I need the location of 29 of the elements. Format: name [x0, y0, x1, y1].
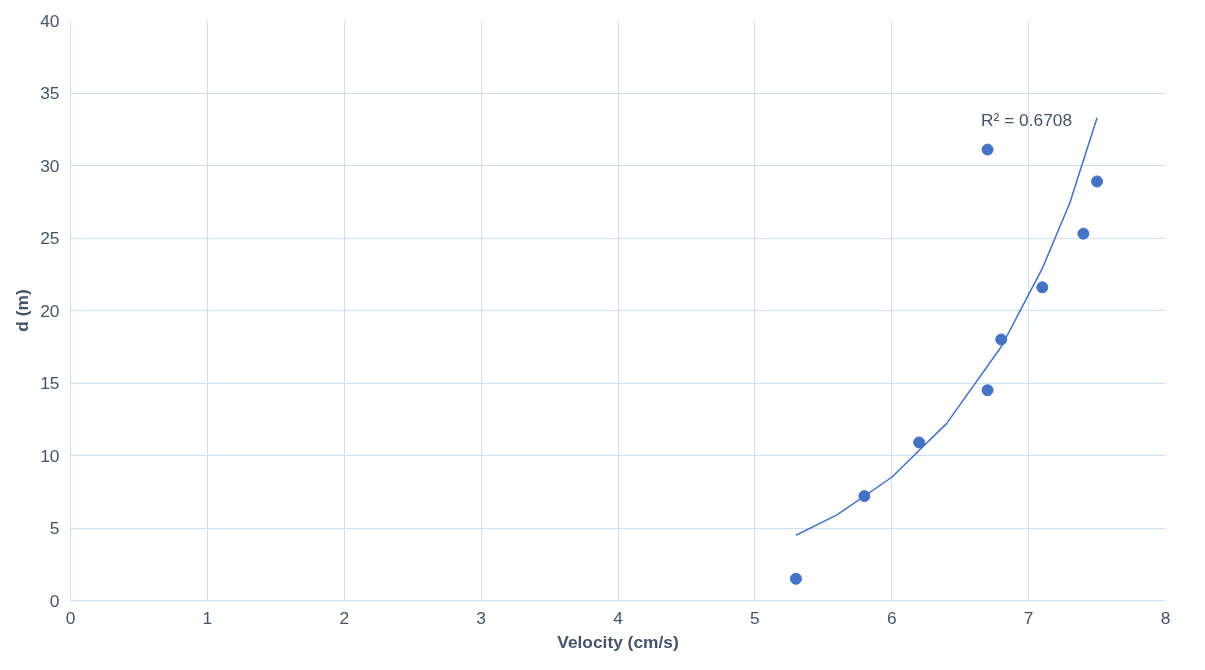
y-tick-label: 0	[49, 590, 60, 611]
x-tick-label: 5	[750, 607, 760, 628]
y-tick-label: 10	[40, 445, 60, 466]
point	[789, 572, 802, 585]
y-tick-label: 30	[40, 155, 60, 176]
point	[981, 143, 994, 156]
x-axis-title: Velocity (cm/s)	[557, 631, 679, 652]
x-tick-label: 0	[65, 607, 76, 628]
annotation: R² = 0.6708	[981, 109, 1073, 130]
point	[1077, 227, 1090, 240]
x-tick-label: 3	[476, 607, 486, 628]
point	[995, 333, 1008, 346]
x-tick-label: 1	[202, 607, 213, 628]
x-tick-label: 4	[613, 607, 624, 628]
y-tick-label: 25	[40, 228, 60, 248]
x-tick-label: 8	[1160, 607, 1171, 628]
y-tick-label: 35	[40, 83, 60, 103]
point	[1036, 281, 1049, 294]
x-tick-label: 6	[886, 607, 897, 628]
x-tick-label: 2	[339, 607, 350, 628]
point	[981, 384, 994, 397]
y-tick-label: 20	[40, 300, 60, 321]
y-tick-label: 40	[40, 10, 60, 31]
y-tick-label: 15	[40, 373, 60, 393]
y-tick-label: 5	[49, 518, 60, 538]
point	[913, 436, 926, 449]
y-axis-title: d (m)	[12, 289, 33, 332]
point	[1091, 175, 1104, 188]
x-tick-label: 7	[1023, 607, 1034, 628]
